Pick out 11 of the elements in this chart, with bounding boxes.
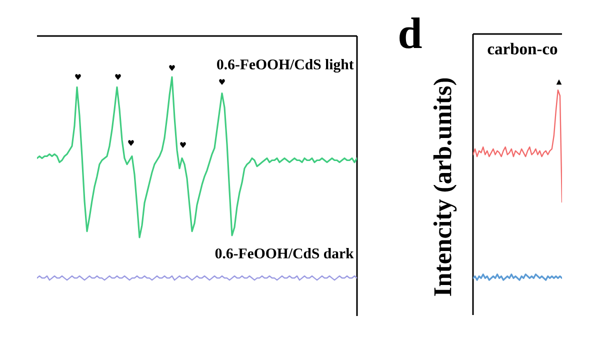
text: d [400,17,422,48]
text: carbon-co [488,42,558,54]
y-axis-title: Intencity (arb.units) [433,78,457,296]
series-label: 0.6-FeOOH/CdS light [217,59,354,73]
annotation: ♥ [219,79,225,85]
annotation: ♥ [75,74,81,80]
annotation: ♥ [128,140,134,146]
series-label: 0.6-FeOOH/CdS dark [215,248,354,258]
annotation: ♥ [180,142,186,148]
annotation: ♥ [115,74,121,80]
text: ♥ [169,65,175,71]
